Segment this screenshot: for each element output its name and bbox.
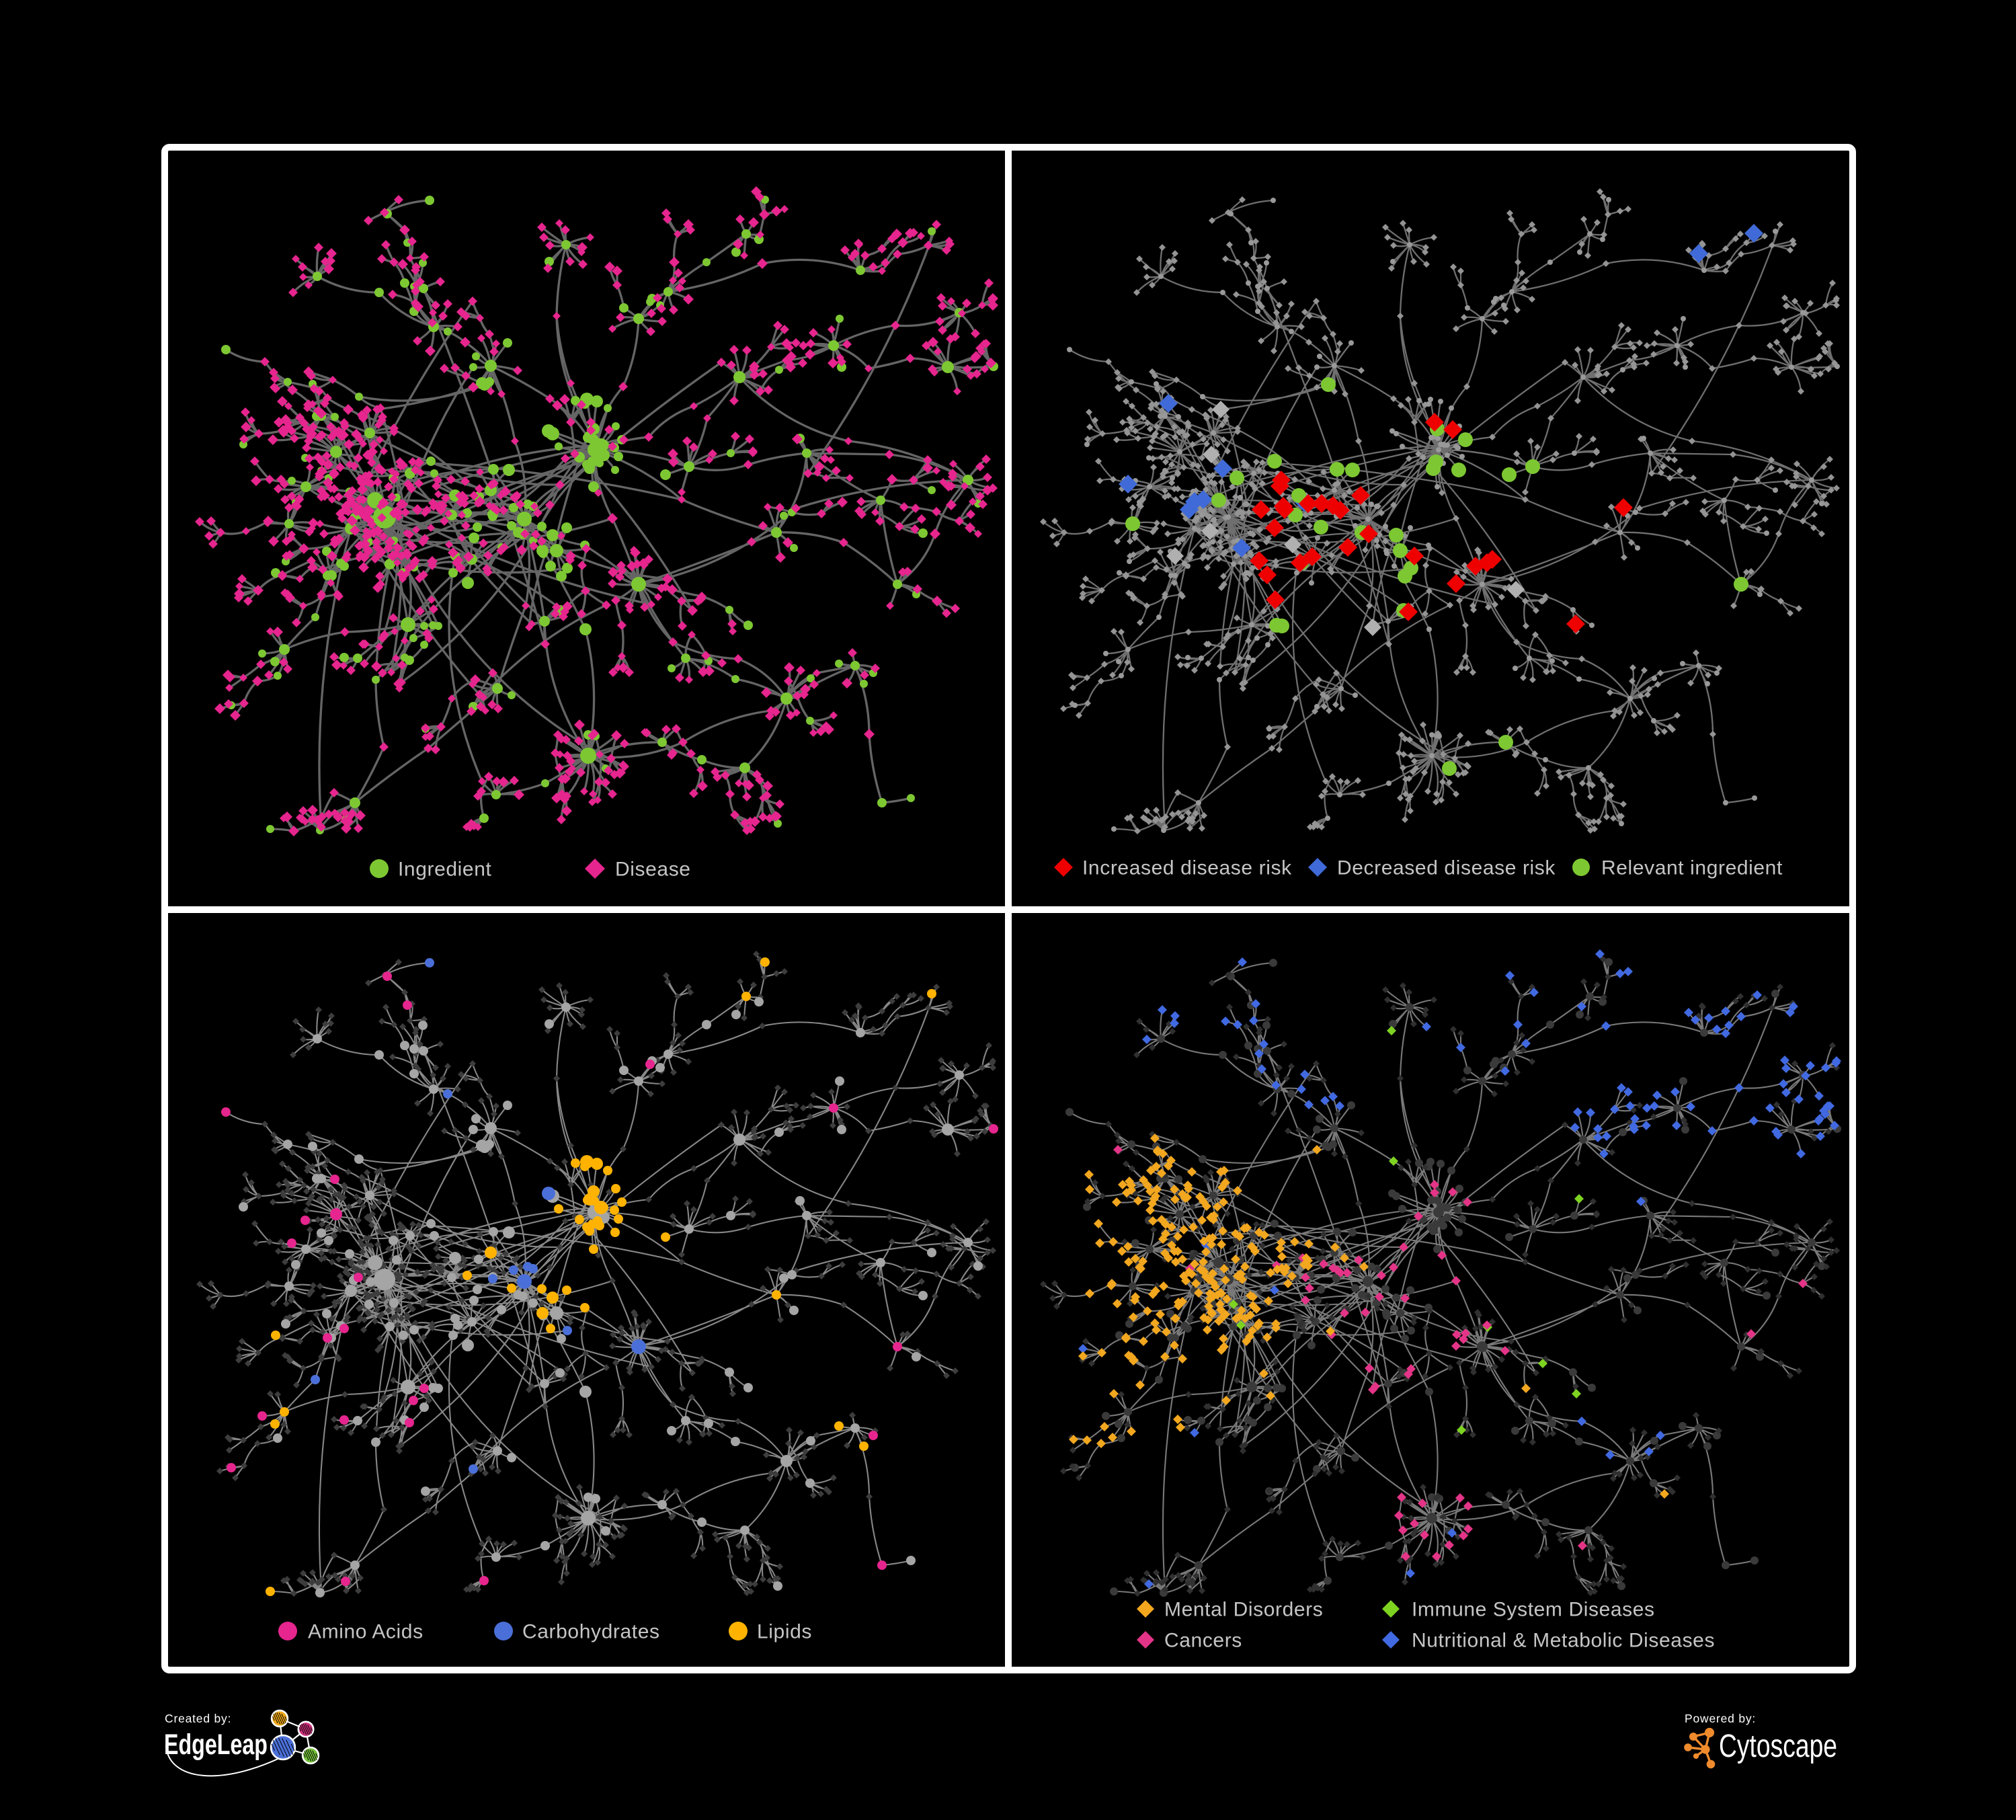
svg-text:Nutritional & Metabolic Diseas: Nutritional & Metabolic Diseases	[1412, 1630, 1715, 1652]
svg-text:Cancers: Cancers	[1164, 1630, 1242, 1652]
svg-text:Carbohydrates: Carbohydrates	[522, 1621, 660, 1643]
svg-text:EdgeLeap: EdgeLeap	[164, 1729, 268, 1761]
svg-text:Immune System Diseases: Immune System Diseases	[1412, 1599, 1655, 1621]
svg-text:Powered by:: Powered by:	[1685, 1712, 1756, 1725]
svg-text:Cytoscape: Cytoscape	[1719, 1729, 1837, 1764]
svg-text:Increased disease risk: Increased disease risk	[1082, 857, 1292, 879]
svg-text:Amino Acids: Amino Acids	[308, 1621, 424, 1643]
svg-text:Relevant ingredient: Relevant ingredient	[1601, 857, 1783, 879]
svg-text:Created by:: Created by:	[165, 1712, 231, 1725]
svg-text:Decreased disease risk: Decreased disease risk	[1337, 857, 1556, 879]
svg-text:Mental Disorders: Mental Disorders	[1164, 1599, 1323, 1621]
svg-text:Ingredient: Ingredient	[398, 859, 491, 881]
svg-text:Disease: Disease	[615, 859, 691, 881]
svg-text:Lipids: Lipids	[757, 1621, 812, 1643]
